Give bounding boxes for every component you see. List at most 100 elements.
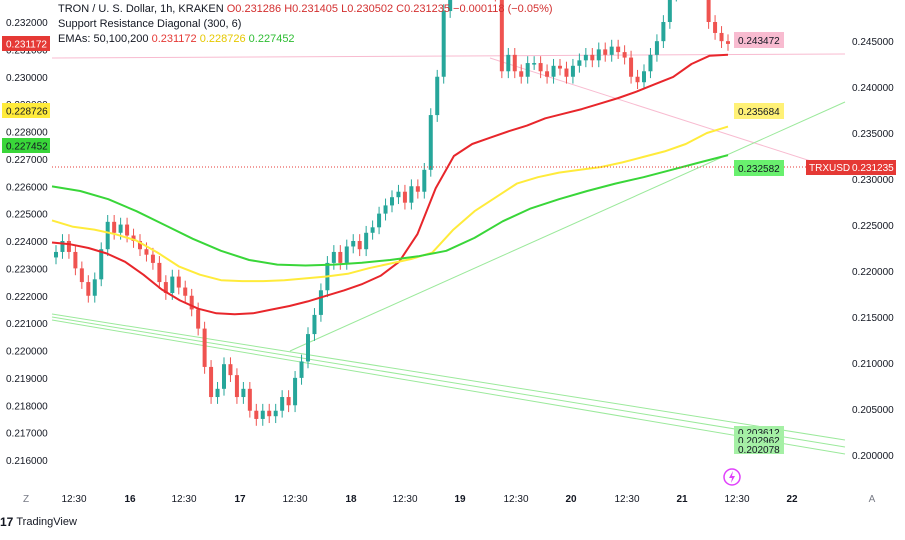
left-axis-badge: 0.228726	[2, 103, 50, 118]
candle-body	[713, 22, 718, 33]
support-line-1	[51, 313, 846, 441]
symbol-label: TRXUSD	[809, 163, 850, 174]
candle-body	[344, 246, 349, 263]
time-axis-tick: 12:30	[61, 494, 86, 505]
candle-body	[545, 71, 550, 77]
candle-body	[390, 197, 394, 206]
time-axis-tick: 19	[454, 494, 466, 505]
time-axis-tick: 22	[786, 494, 798, 505]
right-axis-tick: 0.240000	[852, 83, 894, 94]
candle-body	[125, 224, 130, 236]
candle-body	[267, 410, 272, 417]
indicator-name[interactable]: Support Resistance Diagonal (300, 6)	[58, 18, 242, 30]
candle-body	[525, 63, 530, 77]
candle-body	[532, 63, 537, 65]
candle-body	[189, 295, 194, 310]
indicator-badge: 0.235684	[734, 103, 784, 119]
candle-body	[306, 334, 310, 362]
candle-body	[312, 314, 317, 335]
left-axis-tick: 0.228000	[6, 128, 48, 139]
left-axis-badge: 0.231172	[2, 36, 50, 51]
candle-body	[422, 169, 427, 192]
right-price-axis[interactable]: 0.245000 0.240000 0.235000 0.230000 0.225000…	[52, 37, 896, 462]
ohlc-values: O0.231286 H0.231405 L0.230502 C0.231235 …	[226, 3, 553, 15]
time-axis-tick: 12:30	[282, 494, 307, 505]
candle-body	[648, 54, 653, 72]
candle-body	[622, 52, 627, 58]
candle-body	[331, 251, 336, 263]
candle-body	[564, 68, 569, 77]
emas-label[interactable]: EMAs: 50,100,200	[58, 33, 149, 45]
candle-body	[499, 0, 504, 72]
candle-body	[79, 268, 84, 283]
indicator-badge-bg	[734, 443, 784, 454]
candle-body	[609, 46, 614, 55]
candle-body	[377, 213, 382, 228]
candle-body	[383, 205, 388, 214]
indicator-badge-label: 0.235684	[738, 107, 780, 118]
candle-body	[54, 251, 58, 258]
left-axis-tick: 0.232000	[6, 18, 48, 29]
current-price-badge: TRXUSD 0.231235	[52, 160, 896, 175]
tradingview-logo[interactable]: 17 TradingView	[0, 515, 77, 529]
right-axis-tick: 0.230000	[852, 175, 894, 186]
current-price-badge-bg	[806, 160, 896, 175]
candle-body	[234, 375, 239, 398]
right-axis-tick: 0.235000	[852, 129, 894, 140]
candle-body	[596, 49, 601, 61]
candle-body	[196, 309, 201, 329]
indicator-badge: 0.203612	[734, 426, 784, 439]
left-axis-tick: 0.226000	[6, 182, 48, 193]
candle-body	[351, 241, 356, 247]
left-axis-tick: 0.216000	[6, 456, 48, 467]
candle-body	[519, 71, 524, 77]
legend-row-indicator[interactable]: Support Resistance Diagonal (300, 6)	[58, 17, 553, 32]
candle-body	[176, 276, 181, 288]
left-badge-label: 0.231172	[6, 40, 47, 51]
time-axis[interactable]: Z 12:30 16 12:30 17 12:30 18 12:30 19 12:30 20 12:3…	[23, 494, 876, 505]
support-line-3	[51, 319, 846, 455]
indicator-badge: 0.243472	[734, 32, 784, 48]
left-price-axis[interactable]: 0.2320000.2310000.2300000.2290000.228000…	[2, 18, 50, 467]
candle-body	[396, 191, 401, 198]
series-line-ema200	[51, 154, 729, 267]
left-badge-label: 0.228726	[6, 107, 48, 118]
current-price-label: 0.231235	[852, 163, 894, 174]
candle-body	[370, 227, 375, 233]
candle-body	[558, 65, 562, 69]
support-diagonal-line	[289, 101, 846, 352]
trend-lines	[51, 53, 846, 455]
time-axis-tick: 12:30	[503, 494, 528, 505]
time-axis-tick: 12:30	[614, 494, 639, 505]
time-axis-tick: 12:30	[171, 494, 196, 505]
candle-body	[551, 65, 556, 77]
legend-row-emas[interactable]: EMAs: 50,100,200 0.231172 0.228726 0.227…	[58, 32, 553, 47]
candle-body	[642, 71, 646, 83]
candle-body	[506, 54, 511, 72]
indicator-badge-bg	[734, 426, 784, 437]
instrument-title[interactable]: TRON / U. S. Dollar, 1h, KRAKEN	[58, 3, 224, 15]
candle-body	[280, 397, 285, 411]
lightning-alert-icon[interactable]	[723, 468, 741, 486]
time-axis-tick: 21	[676, 494, 688, 505]
left-axis-tick: 0.221000	[6, 319, 48, 330]
candle-body	[293, 377, 298, 406]
indicator-badge-bg	[734, 160, 784, 176]
candle-body	[357, 241, 362, 250]
tradingview-logo-text: TradingView	[16, 516, 77, 528]
candle-body	[150, 254, 155, 263]
candle-body	[99, 249, 104, 280]
support-line-2	[51, 316, 846, 448]
candle-body	[654, 41, 659, 55]
candle-body	[286, 397, 291, 406]
candle-body	[138, 241, 142, 250]
left-axis-tick: 0.218000	[6, 401, 48, 412]
candle-body	[435, 76, 440, 116]
candle-body	[667, 0, 672, 22]
candle-body	[222, 364, 226, 389]
candle-body	[144, 249, 149, 255]
right-axis-tick: 0.215000	[852, 313, 894, 324]
left-badge-bg	[2, 103, 50, 118]
candle-body	[163, 282, 168, 294]
